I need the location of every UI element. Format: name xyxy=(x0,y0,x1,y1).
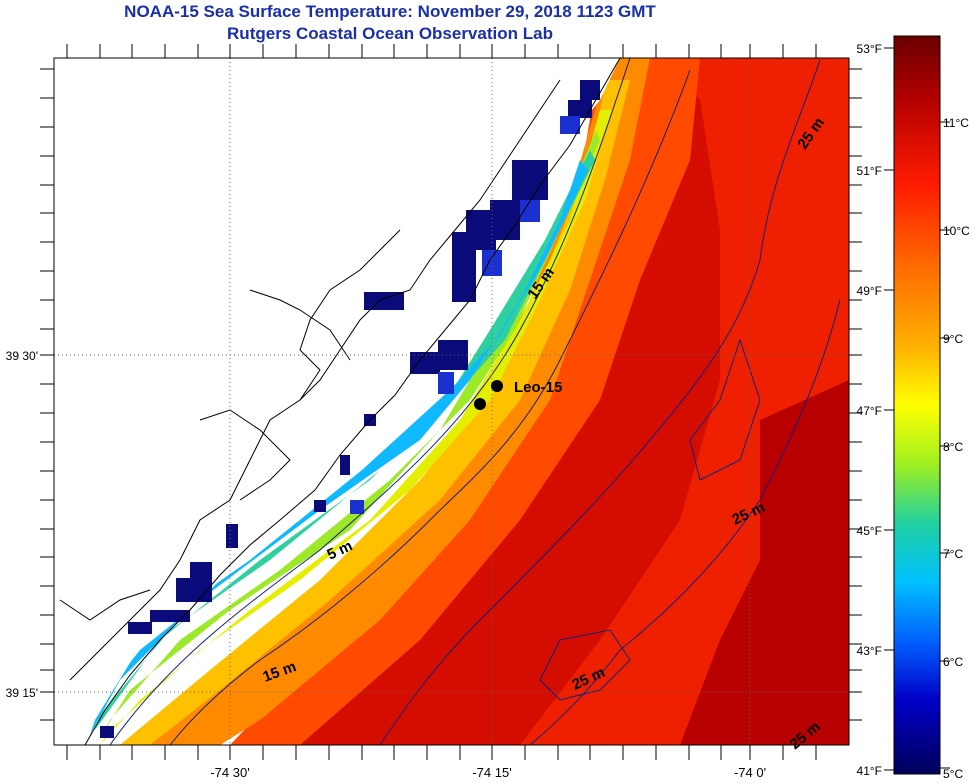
map-frame xyxy=(53,57,850,746)
lat-label-39-15: 39 15' xyxy=(6,686,38,700)
frame-ticks xyxy=(40,44,862,760)
colorbar-c-7: 7°C xyxy=(943,547,963,561)
lat-label-39-30: 39 30' xyxy=(6,349,38,363)
colorbar-ticks xyxy=(884,47,950,771)
leo-15-node-b xyxy=(474,398,486,410)
colorbar-c-10: 10°C xyxy=(943,224,970,238)
colorbar-f-47: 47°F xyxy=(857,404,882,418)
colorbar-c-6: 6°C xyxy=(943,655,963,669)
lon-label-74-0: -74 0' xyxy=(734,765,766,780)
colorbar xyxy=(893,35,941,775)
colorbar-c-5: 5°C xyxy=(943,767,963,781)
colorbar-f-41: 41°F xyxy=(857,764,882,778)
colorbar-f-43: 43°F xyxy=(857,644,882,658)
colorbar-f-45: 45°F xyxy=(857,524,882,538)
map-title: NOAA-15 Sea Surface Temperature: Novembe… xyxy=(124,2,656,21)
temperature-field xyxy=(54,58,849,745)
leo-15-label: Leo-15 xyxy=(514,379,562,396)
colorbar-f-51: 51°F xyxy=(857,164,882,178)
leo-15-node-a xyxy=(491,380,503,392)
lon-label-74-15: -74 15' xyxy=(472,765,511,780)
colorbar-c-9: 9°C xyxy=(943,332,963,346)
colorbar-c-8: 8°C xyxy=(943,440,963,454)
map-subtitle: Rutgers Coastal Ocean Observation Lab xyxy=(227,24,553,43)
colorbar-f-53: 53°F xyxy=(857,42,882,56)
colorbar-c-11: 11°C xyxy=(943,116,969,130)
colorbar-f-49: 49°F xyxy=(857,284,882,298)
lon-label-74-30: -74 30' xyxy=(210,765,249,780)
